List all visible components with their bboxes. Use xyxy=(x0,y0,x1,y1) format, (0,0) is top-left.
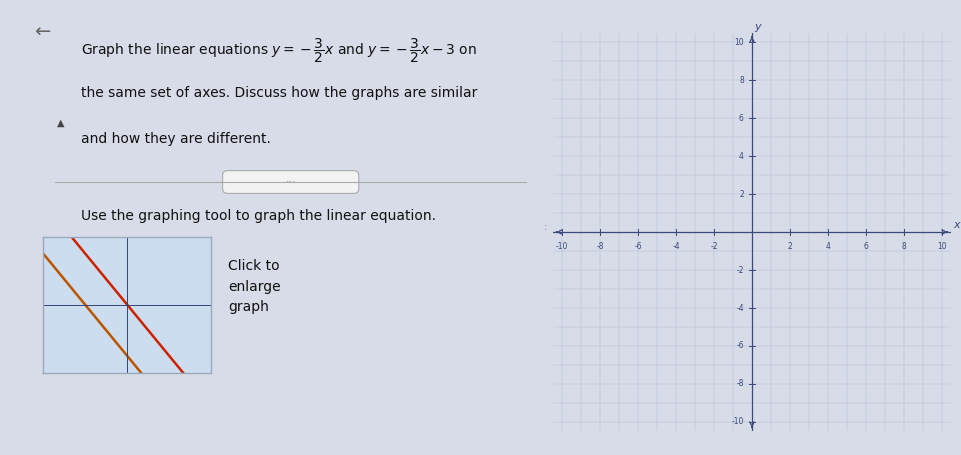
Text: Graph the linear equations $y = -\dfrac{3}{2}x$ and $y = -\dfrac{3}{2}x-3$ on: Graph the linear equations $y = -\dfrac{… xyxy=(81,36,478,65)
Text: -4: -4 xyxy=(672,242,679,251)
Text: ···: ··· xyxy=(285,177,296,187)
Text: 8: 8 xyxy=(901,242,906,251)
Text: y: y xyxy=(754,22,761,32)
Text: -6: -6 xyxy=(736,342,744,350)
Text: and how they are different.: and how they are different. xyxy=(81,132,271,146)
Text: :: : xyxy=(544,222,547,233)
Text: 4: 4 xyxy=(825,242,830,251)
Text: 10: 10 xyxy=(937,242,947,251)
Text: -2: -2 xyxy=(710,242,718,251)
Text: 6: 6 xyxy=(739,114,744,122)
FancyBboxPatch shape xyxy=(223,171,358,193)
Text: 6: 6 xyxy=(864,242,869,251)
Text: -2: -2 xyxy=(736,266,744,274)
Text: ▲: ▲ xyxy=(57,118,64,128)
Text: 2: 2 xyxy=(788,242,792,251)
Text: Use the graphing tool to graph the linear equation.: Use the graphing tool to graph the linea… xyxy=(81,209,436,223)
Text: 2: 2 xyxy=(739,190,744,198)
Text: 10: 10 xyxy=(734,38,744,47)
Text: -10: -10 xyxy=(731,417,744,426)
Text: Click to
enlarge
graph: Click to enlarge graph xyxy=(228,259,281,314)
Text: x: x xyxy=(953,220,960,230)
Text: -6: -6 xyxy=(634,242,642,251)
Text: -8: -8 xyxy=(597,242,604,251)
Text: -10: -10 xyxy=(555,242,568,251)
Text: 4: 4 xyxy=(739,152,744,161)
Text: -8: -8 xyxy=(736,379,744,389)
Text: 8: 8 xyxy=(739,76,744,85)
Text: -4: -4 xyxy=(736,303,744,313)
Text: ←: ← xyxy=(34,22,50,41)
Text: the same set of axes. Discuss how the graphs are similar: the same set of axes. Discuss how the gr… xyxy=(81,86,478,101)
